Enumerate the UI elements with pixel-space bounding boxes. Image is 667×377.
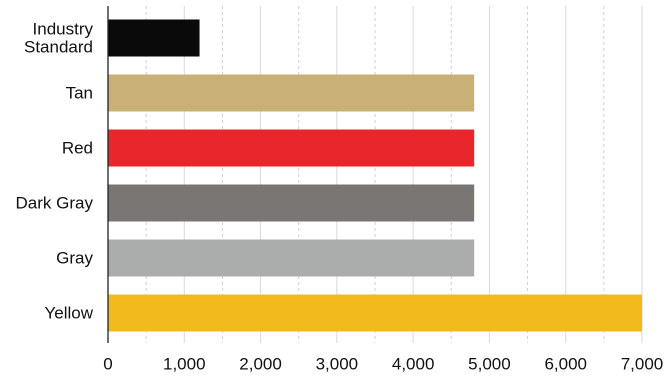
category-label-line: Red [62,139,93,158]
category-label: Yellow [44,304,93,323]
x-tick-label: 2,000 [239,355,282,374]
category-label: Gray [56,249,93,268]
category-label-line: Standard [24,38,93,57]
x-tick-label: 4,000 [392,355,435,374]
bar [108,129,475,167]
bar [108,74,475,112]
x-tick-labels: 0 1,000 2,000 3,000 4,000 5,000 6,000 7,000 [103,355,663,374]
x-tick-label: 7,000 [621,355,664,374]
category-label: Dark Gray [16,194,94,213]
category-label-line: Industry [33,20,94,39]
category-label: Tan [66,84,93,103]
x-tick-label: 3,000 [316,355,359,374]
category-label-line: Yellow [44,304,93,323]
bar [108,184,475,222]
category-label: Red [62,139,93,158]
bars [108,19,642,332]
bar [108,19,200,57]
x-tick-label: 6,000 [544,355,587,374]
category-label: Industry Standard [24,20,93,57]
category-label-line: Gray [56,249,93,268]
x-tick-label: 0 [103,355,112,374]
category-labels: Industry Standard Tan Red Dark Gray Gray Yello… [16,20,94,323]
x-tick-label: 5,000 [468,355,511,374]
bar [108,294,642,332]
x-tick-label: 1,000 [163,355,206,374]
category-label-line: Dark Gray [16,194,94,213]
category-label-line: Tan [66,84,93,103]
bar [108,239,475,277]
grid-lines [145,6,643,343]
